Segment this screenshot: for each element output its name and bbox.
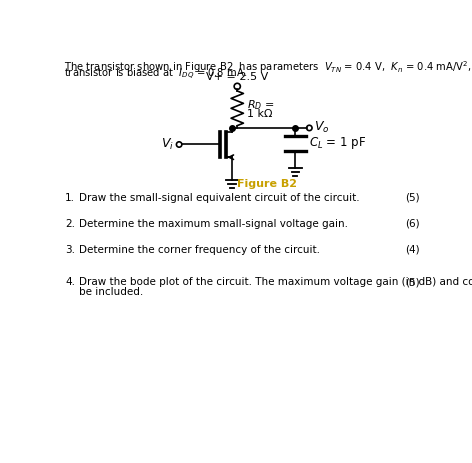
Text: $C_L$ = 1 pF: $C_L$ = 1 pF [309,135,366,151]
Text: $R_D$ =: $R_D$ = [246,98,274,112]
Text: be included.: be included. [79,287,143,297]
Text: V+ = 2.5 V: V+ = 2.5 V [206,72,269,82]
Text: 1 kΩ: 1 kΩ [246,109,272,119]
Text: Figure B2: Figure B2 [237,179,297,189]
Text: $V_i$: $V_i$ [161,137,174,152]
Text: Draw the bode plot of the circuit. The maximum voltage gain (in dB) and corner f: Draw the bode plot of the circuit. The m… [79,277,472,288]
Text: (4): (4) [405,245,420,255]
Text: (5): (5) [405,193,420,203]
Text: (6): (6) [405,219,420,229]
Text: 2.: 2. [65,219,75,229]
Text: The transistor shown in Figure B2  has parameters  $V_{TN}$ = 0.4 V,  $K_n$ = 0.: The transistor shown in Figure B2 has pa… [64,59,472,75]
Text: 4.: 4. [65,277,75,288]
Text: $V_o$: $V_o$ [314,120,330,136]
Text: 3.: 3. [65,245,75,255]
Text: (5): (5) [405,277,420,288]
Text: Draw the small-signal equivalent circuit of the circuit.: Draw the small-signal equivalent circuit… [79,193,360,203]
Text: Determine the corner frequency of the circuit.: Determine the corner frequency of the ci… [79,245,320,255]
Text: 1.: 1. [65,193,75,203]
Text: transistor is biased at  $I_{DQ}$ = 0.8 mA.: transistor is biased at $I_{DQ}$ = 0.8 m… [64,67,248,82]
Text: Determine the maximum small-signal voltage gain.: Determine the maximum small-signal volta… [79,219,348,229]
